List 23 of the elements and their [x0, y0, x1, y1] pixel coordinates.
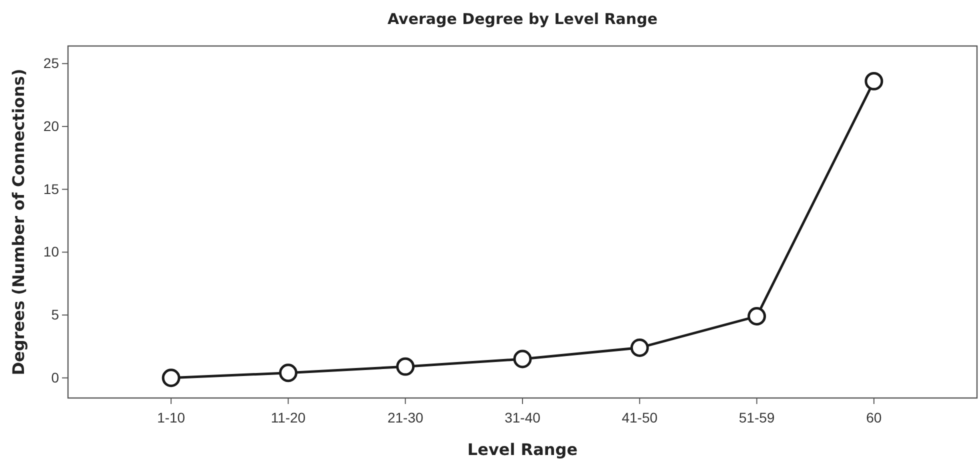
point: [748, 307, 766, 326]
x-tick-label: 21-30: [387, 409, 424, 426]
y-axis-title: Degrees (Number of Connections): [9, 68, 28, 376]
x-tick-label: 51-59: [738, 409, 775, 426]
y-tick-label: 15: [43, 180, 60, 197]
y-tick-label: 25: [43, 55, 60, 72]
x-tick-label: 1-10: [157, 409, 186, 426]
x-tick-label: 41-50: [622, 409, 658, 426]
point: [513, 350, 532, 368]
point: [396, 357, 415, 376]
y-tick-label: 0: [51, 369, 60, 386]
y-tick-label: 20: [43, 118, 60, 134]
x-tick-label: 11-20: [270, 409, 306, 426]
point: [278, 364, 298, 382]
point: [630, 338, 649, 357]
x-tick-label: 31-40: [504, 409, 541, 426]
point: [864, 72, 884, 90]
y-tick-label: 5: [51, 306, 60, 323]
chart-title: Average Degree by Level Range: [387, 10, 658, 28]
point: [162, 368, 180, 388]
x-tick-label: 60: [866, 409, 882, 426]
y-tick-label: 10: [43, 244, 60, 260]
x-axis-title: Level Range: [467, 440, 578, 459]
